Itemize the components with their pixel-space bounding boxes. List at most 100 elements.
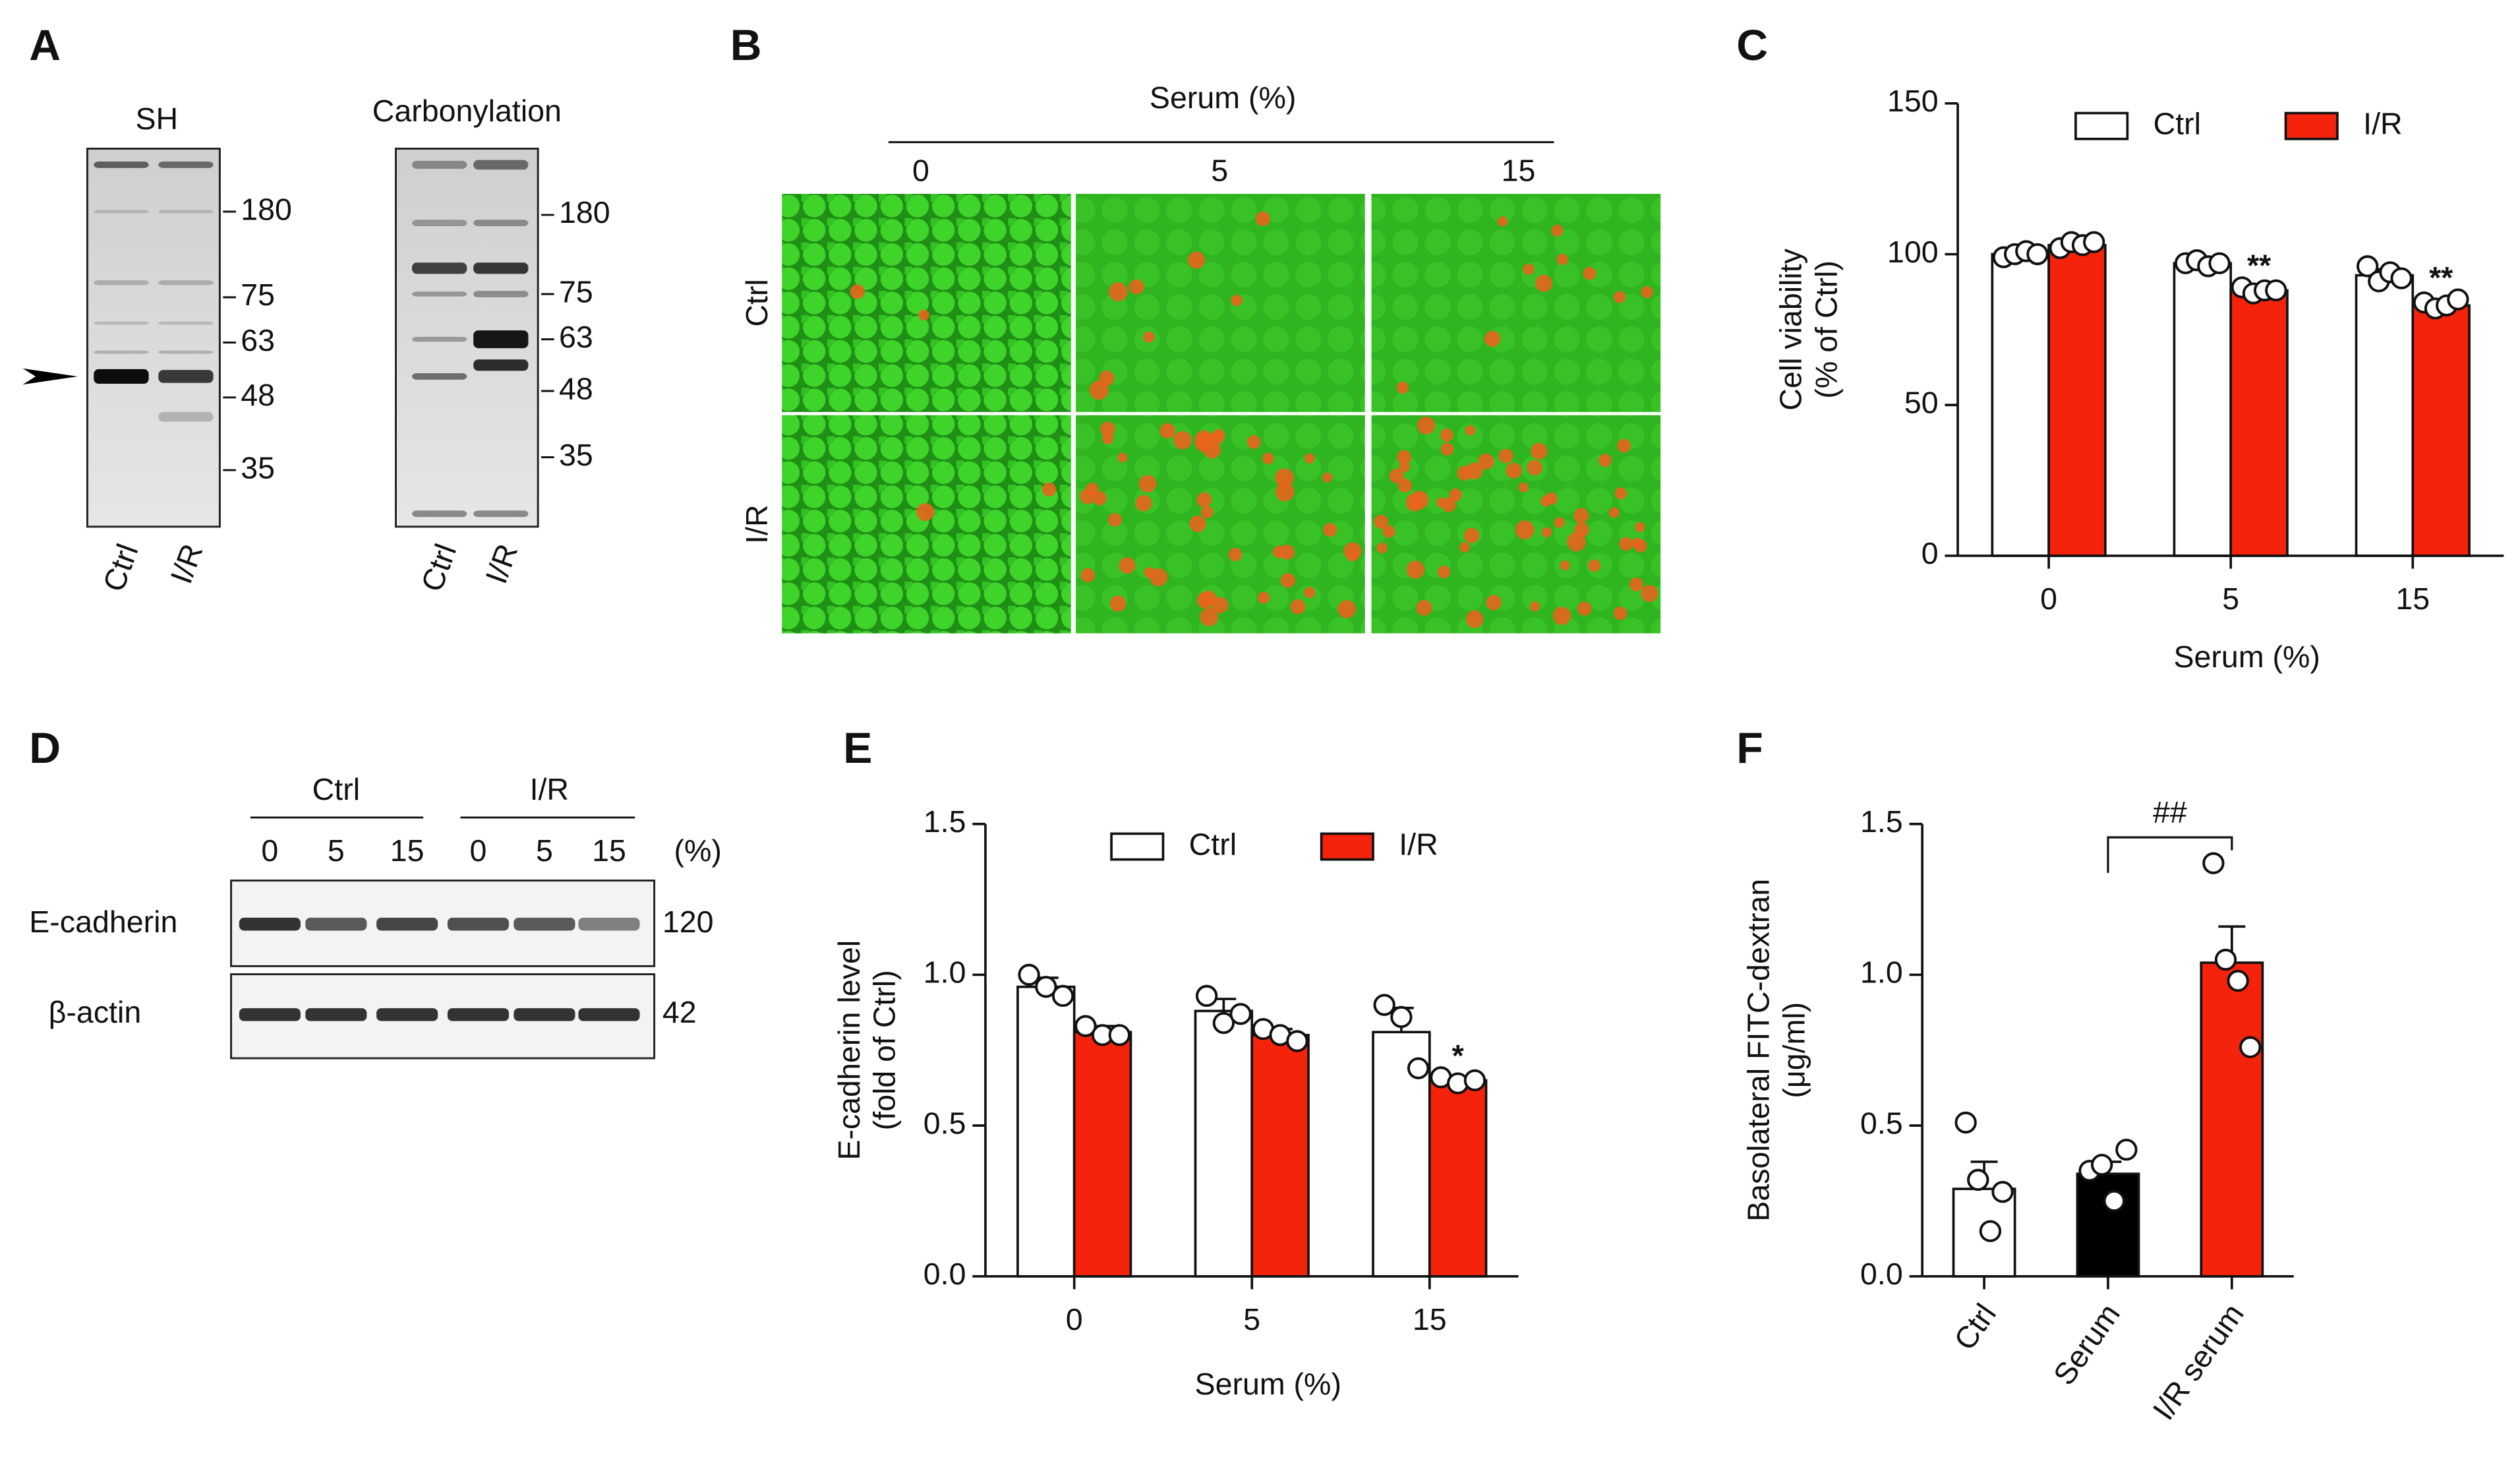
marker-label: 63 [241,323,275,357]
blot-band [305,1008,367,1021]
panel-letter: E [843,724,872,773]
lane-label: 15 [592,833,626,868]
dead-cell [1246,435,1261,449]
dead-cell [1417,416,1436,434]
lane-label: 0 [470,833,487,868]
dead-cell [1577,601,1592,616]
legend-swatch [2284,111,2339,140]
y-tick-label: 150 [1887,84,1939,118]
micrograph [1371,415,1661,634]
blot-band [412,220,467,227]
marker-label: 48 [559,371,593,405]
dead-cell [1117,452,1128,463]
dead-cell [1551,224,1564,237]
dead-cell [1374,514,1389,529]
dead-cell [1397,450,1411,465]
size-label: 42 [662,995,697,1029]
dead-cell [1089,380,1109,400]
dead-cell [1042,482,1057,496]
dead-cell [1506,462,1522,479]
dead-cell [1108,282,1128,302]
marker-label: 48 [241,378,275,412]
dead-cell [1416,599,1432,616]
bar [2076,1172,2140,1278]
dead-cell [1629,577,1643,591]
y-axis-label: (μg/ml) [1776,1002,1811,1098]
dead-cell [1262,452,1274,465]
dead-cell [1406,560,1424,579]
y-axis-label: (fold of Ctrl) [867,970,902,1130]
data-point [2357,255,2379,278]
lane-label: I/R [163,539,209,588]
data-point [1954,1111,1977,1134]
blot-band [447,917,510,931]
dead-cell [1614,607,1627,620]
y-tick-label: 0 [1921,536,1939,570]
column-label: 5 [1211,153,1228,187]
bar [1194,1009,1254,1278]
blot-band [239,917,301,931]
dead-cell [1109,595,1127,612]
data-point [2390,267,2413,289]
dead-cell [1554,517,1565,528]
dead-cell [1272,545,1285,558]
legend-swatch [1320,832,1374,861]
legend-label: I/R [2363,106,2402,140]
marker-label: 75 [241,278,275,312]
lane-label: 15 [390,833,425,868]
dead-cell [1465,425,1476,436]
dead-cell [1449,489,1462,502]
arrowhead [22,368,78,385]
y-tick-label: 1.5 [923,804,966,839]
legend-label: I/R [1399,827,1438,861]
blot-band [94,162,149,168]
row-label: I/R [740,504,774,543]
data-point [1035,976,1057,998]
bar [2411,304,2471,557]
dead-cell [1337,600,1356,618]
data-point [1979,1220,2002,1242]
blot-band [473,291,529,297]
dead-cell [1323,523,1337,537]
significance: ** [2247,249,2271,283]
dead-cell [1200,608,1219,626]
dead-cell [1143,331,1155,343]
data-point [2026,243,2049,266]
dead-cell [1280,573,1296,588]
dead-cell [1486,595,1502,611]
blot-band [94,350,149,354]
panel-letter: A [29,21,61,70]
dead-cell [1187,251,1206,269]
blot-band [412,373,467,380]
data-point [2208,252,2231,274]
data-point [2227,969,2249,992]
protein-label: E-cadherin [29,905,177,939]
marker-label: 35 [559,438,593,472]
x-axis-label: Serum (%) [2174,640,2320,674]
size-label: 120 [662,905,714,939]
marker-label: 180 [241,192,292,226]
dead-cell [1080,568,1095,583]
blot-band [412,262,467,274]
dead-cell [1194,430,1214,450]
row-label: Ctrl [740,279,774,326]
dead-cell [1614,291,1626,303]
blot-band [94,321,149,325]
blot-band [158,411,214,422]
group-label: Ctrl [312,772,360,806]
blot-band [239,1008,301,1021]
blot-band [158,350,214,354]
dead-cell [1196,492,1212,508]
data-point [2202,852,2225,874]
figure-content: A SH 180 75 63 48 35 Ctrl I/R Carbonylation 180 75 6… [22,21,2504,1426]
dead-cell [1515,520,1535,539]
dead-cell [1464,527,1480,543]
dead-cell [1410,491,1429,510]
lane-label: 5 [536,833,553,868]
dead-cell [1149,568,1168,587]
dead-cell [1560,560,1570,571]
dead-cell [1465,610,1484,628]
blot-band [158,210,214,214]
dead-cell [1389,468,1404,483]
comparison-bracket [2107,836,2233,873]
